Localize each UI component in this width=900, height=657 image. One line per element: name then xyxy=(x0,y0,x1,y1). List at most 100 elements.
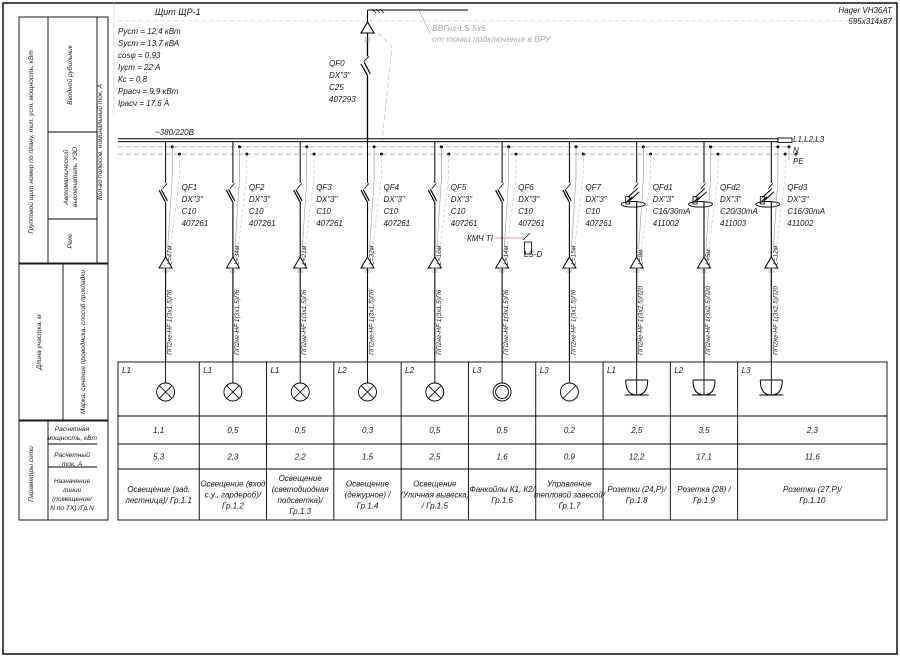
svg-text:5,3: 5,3 xyxy=(153,453,165,462)
svg-text:PE: PE xyxy=(793,157,804,166)
svg-text:L=12м: L=12м xyxy=(772,245,779,265)
svg-text:2,3: 2,3 xyxy=(226,453,239,462)
svg-text:411002: 411002 xyxy=(787,219,814,228)
svg-text:Реле: Реле xyxy=(67,233,74,248)
svg-text:L2: L2 xyxy=(405,366,414,375)
svg-text:от точки подключения в ВРУ: от точки подключения в ВРУ xyxy=(432,34,552,44)
svg-text:Щит ЩР-1: Щит ЩР-1 xyxy=(155,7,201,17)
svg-text:L1: L1 xyxy=(122,366,131,375)
svg-text:0,5: 0,5 xyxy=(295,426,307,435)
svg-text:DX"3": DX"3" xyxy=(720,195,742,204)
svg-text:Вводной рубильник: Вводной рубильник xyxy=(66,44,74,105)
svg-text:407261: 407261 xyxy=(384,219,411,228)
svg-text:Ррасч = 9,9 кВт: Ррасч = 9,9 кВт xyxy=(118,87,179,96)
svg-text:C16/30mA: C16/30mA xyxy=(787,207,825,216)
svg-text:C25: C25 xyxy=(329,83,344,92)
svg-text:1,6: 1,6 xyxy=(497,453,509,462)
svg-text:подсветка)/: подсветка)/ xyxy=(277,496,323,505)
svg-text:0,3: 0,3 xyxy=(362,426,374,435)
svg-text:407261: 407261 xyxy=(585,219,612,228)
svg-text:QFd3: QFd3 xyxy=(787,183,808,192)
svg-text:ПП2нг-HF 1(3х1,5)П6: ПП2нг-HF 1(3х1,5)П6 xyxy=(369,289,376,355)
svg-text:C10: C10 xyxy=(451,207,466,216)
svg-text:Освещение: Освещение xyxy=(279,474,323,483)
svg-text:N: N xyxy=(793,146,799,155)
svg-text:КМЧ ТІ: КМЧ ТІ xyxy=(467,234,494,243)
svg-text:Расчетный: Расчетный xyxy=(54,451,90,459)
svg-text:ПП2нг-HF 1(3х2,5)П20: ПП2нг-HF 1(3х2,5)П20 xyxy=(705,286,712,355)
svg-text:Расчетная: Расчетная xyxy=(55,426,90,433)
svg-text:2,3: 2,3 xyxy=(806,426,819,435)
svg-text:DX"3": DX"3" xyxy=(384,195,406,204)
svg-text:C20/30mA: C20/30mA xyxy=(720,207,758,216)
svg-text:ПП2нг-HF 1(3х2,5)П20: ПП2нг-HF 1(3х2,5)П20 xyxy=(638,286,645,355)
svg-text:Кс = 0,8: Кс = 0,8 xyxy=(118,75,148,84)
svg-text:2,5: 2,5 xyxy=(428,453,441,462)
svg-text:L=15м: L=15м xyxy=(570,245,577,265)
svg-text:L2: L2 xyxy=(674,366,683,375)
svg-text:Освещение: Освещение xyxy=(413,480,457,489)
svg-text:1,5: 1,5 xyxy=(362,453,374,462)
svg-text:407293: 407293 xyxy=(329,95,356,104)
svg-text:DX"3": DX"3" xyxy=(585,195,607,204)
svg-text:11,6: 11,6 xyxy=(805,453,821,462)
svg-text:QF0: QF0 xyxy=(329,59,345,68)
svg-text:0,2: 0,2 xyxy=(564,426,576,435)
svg-text:QF2: QF2 xyxy=(249,183,265,192)
svg-text:2,2: 2,2 xyxy=(294,453,307,462)
svg-text:DX"3": DX"3" xyxy=(249,195,271,204)
svg-text:L3: L3 xyxy=(742,366,751,375)
svg-text:C10: C10 xyxy=(182,207,197,216)
svg-text:DX"3": DX"3" xyxy=(182,195,204,204)
svg-text:L=8м: L=8м xyxy=(638,249,645,265)
svg-text:C10: C10 xyxy=(585,207,600,216)
svg-text:Розетки (27,Р)/: Розетки (27,Р)/ xyxy=(783,485,842,494)
svg-text:407261: 407261 xyxy=(249,219,276,228)
svg-text:с.у., гардероб)/: с.у., гардероб)/ xyxy=(205,491,262,500)
svg-text:Hager VH36AT: Hager VH36AT xyxy=(838,6,893,15)
svg-text:DX"3": DX"3" xyxy=(787,195,809,204)
svg-text:/ Гр.1.5: / Гр.1.5 xyxy=(421,502,449,511)
svg-text:Руст = 12,4 кВт: Руст = 12,4 кВт xyxy=(118,27,181,36)
svg-text:DX"3": DX"3" xyxy=(316,195,338,204)
svg-text:(дежурное) /: (дежурное) / xyxy=(345,491,392,500)
svg-text:выключатель, УЗО: выключатель, УЗО xyxy=(72,147,79,207)
svg-text:2,5: 2,5 xyxy=(630,426,643,435)
svg-text:Освещение (вход: Освещение (вход xyxy=(200,480,266,489)
svg-text:Iуст = 22 А: Iуст = 22 А xyxy=(118,63,160,72)
svg-text:Освещение (зад.: Освещение (зад. xyxy=(127,485,190,494)
svg-text:QFd2: QFd2 xyxy=(720,183,741,192)
svg-text:L=47м: L=47м xyxy=(167,245,174,265)
svg-text:Параметры сети: Параметры сети xyxy=(28,446,35,502)
svg-text:407261: 407261 xyxy=(451,219,478,228)
svg-text:Освещение: Освещение xyxy=(346,480,390,489)
svg-text:QF6: QF6 xyxy=(518,183,534,192)
svg-text:~380/220В: ~380/220В xyxy=(155,128,195,137)
svg-text:Управление: Управление xyxy=(546,480,592,489)
svg-text:0,5: 0,5 xyxy=(497,426,509,435)
svg-text:C10: C10 xyxy=(316,207,331,216)
svg-text:лестница)/ Гр.1.1: лестница)/ Гр.1.1 xyxy=(124,496,191,505)
svg-text:ток, А: ток, А xyxy=(62,461,83,468)
svg-text:0,9: 0,9 xyxy=(564,453,576,462)
svg-text:(Уличная вывеска): (Уличная вывеска) xyxy=(400,491,470,500)
svg-text:L=14м: L=14м xyxy=(503,245,510,265)
svg-text:L1: L1 xyxy=(203,366,212,375)
svg-text:Гр.1.9: Гр.1.9 xyxy=(693,496,715,505)
svg-text:L=16м: L=16м xyxy=(436,245,443,265)
svg-text:QF1: QF1 xyxy=(182,183,198,192)
svg-text:Гр.1.10: Гр.1.10 xyxy=(799,496,826,505)
svg-text:QF7: QF7 xyxy=(585,183,601,192)
svg-text:ПП2нг-HF 1(3х1,5)П6: ПП2нг-HF 1(3х1,5)П6 xyxy=(570,289,577,355)
svg-text:0,5: 0,5 xyxy=(429,426,441,435)
svg-text:Групповой щит номер по плану,: Групповой щит номер по плану, тип, уст. … xyxy=(27,50,35,234)
svg-text:3,5: 3,5 xyxy=(698,426,710,435)
svg-text:QF4: QF4 xyxy=(384,183,400,192)
svg-text:0,5: 0,5 xyxy=(227,426,239,435)
svg-text:Марка, сечение проводника, спо: Марка, сечение проводника, способ прокла… xyxy=(79,270,87,414)
svg-text:407261: 407261 xyxy=(518,219,545,228)
svg-text:L2: L2 xyxy=(338,366,347,375)
svg-text:Розетки (24,Р)/: Розетки (24,Р)/ xyxy=(607,485,666,494)
svg-text:Кол-во полюсов, номинальный то: Кол-во полюсов, номинальный ток, А xyxy=(96,83,104,200)
svg-text:12,2: 12,2 xyxy=(629,453,645,462)
